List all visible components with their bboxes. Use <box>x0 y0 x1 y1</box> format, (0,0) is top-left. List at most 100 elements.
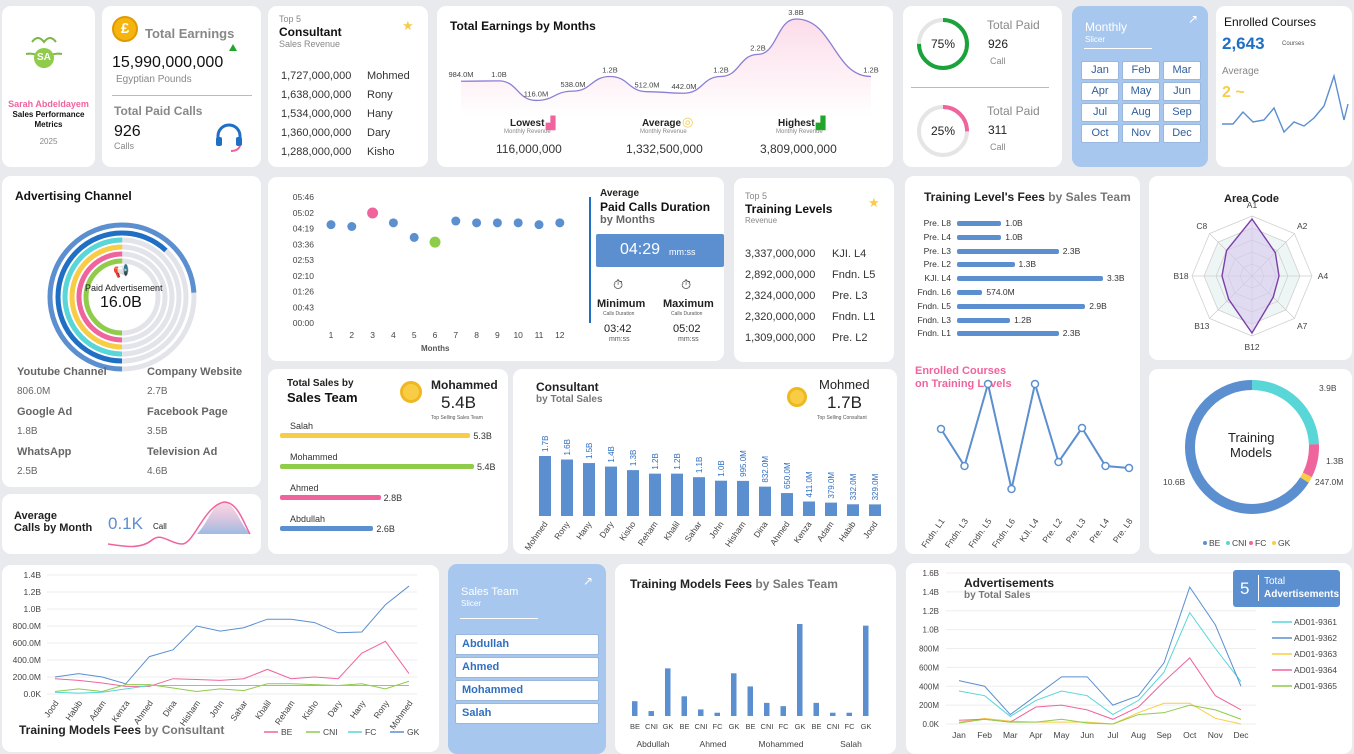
month-button-apr[interactable]: Apr <box>1081 82 1119 101</box>
enrolled-levels-point <box>1101 461 1110 471</box>
channel-name: Google Ad <box>17 406 73 418</box>
x-tick-label: Sahar <box>682 519 703 543</box>
avg-calls-sparkline <box>107 501 251 548</box>
enrolled-unit: Courses <box>1282 41 1305 47</box>
sales-team-bar <box>280 495 381 500</box>
consultant-bar <box>693 477 705 516</box>
top-consultant-top: Top 5 <box>279 14 302 24</box>
x-tick-label: Pre. L8 <box>1111 516 1135 544</box>
sales-team-top-name: Mohammed <box>431 378 498 392</box>
consultant-bar-label: 1.6B <box>563 439 572 455</box>
expand-icon[interactable]: ↗ <box>583 574 594 588</box>
channel-value: 806.0M <box>17 386 51 397</box>
fees-level-label: 574.0M <box>986 287 1015 297</box>
ads-count-box <box>1233 570 1340 607</box>
consultant-bar-label: 1.4B <box>607 446 616 462</box>
fees-consultant-card: 1.4B 1.2B 1.0B 800.0M 600.0M 400.0M 200.0M 0.0K… <box>2 565 439 752</box>
top-consultant-name: Mohmed <box>367 70 410 82</box>
training-levels-title: Training Levels <box>745 202 833 216</box>
month-button-jun[interactable]: Jun <box>1163 82 1201 101</box>
month-button-oct[interactable]: Oct <box>1081 124 1119 143</box>
team-slicer-title: Sales Team <box>461 586 519 598</box>
area-code-card: Area Code A1 A2 A4 A7 B12 B13 B18 C8 <box>1149 176 1352 360</box>
team-button-abdullah[interactable]: Abdullah <box>455 634 599 655</box>
radar-axis-label: A1 <box>1247 200 1258 210</box>
duration-point <box>347 221 357 231</box>
legend-label: CNI <box>1232 538 1247 548</box>
months-data-label: 1.2B <box>863 65 878 74</box>
consultant-top-sub: Top Selling Consultant <box>817 415 867 421</box>
y-tick-label: 1.0B <box>923 626 939 635</box>
month-button-jan[interactable]: Jan <box>1081 61 1119 80</box>
team-button-ahmed[interactable]: Ahmed <box>455 657 599 678</box>
legend-label: FC <box>365 727 376 737</box>
legend-label: AD01-9363 <box>1294 649 1337 659</box>
months-data-label: 116.0M <box>524 89 548 98</box>
month-button-jul[interactable]: Jul <box>1081 103 1119 122</box>
highest-chart-icon: ▟ <box>816 116 826 130</box>
month-button-dec[interactable]: Dec <box>1163 124 1201 143</box>
team-button-mohammed[interactable]: Mohammed <box>455 680 599 701</box>
avg-duration-unit: mm:ss <box>669 247 696 257</box>
models-fees-title-suffix: by Sales Team <box>755 577 838 591</box>
x-tick-label: GK <box>795 722 806 731</box>
enrolled-levels-point <box>1054 457 1063 467</box>
x-tick-label: John <box>207 698 226 719</box>
x-tick-label: Hany <box>348 698 368 721</box>
month-button-nov[interactable]: Nov <box>1122 124 1160 143</box>
channel-name: Television Ad <box>147 446 218 458</box>
month-button-sep[interactable]: Sep <box>1163 103 1201 122</box>
expand-icon[interactable]: ↗ <box>1188 12 1199 26</box>
x-tick-label: Pre. L4 <box>1087 516 1111 544</box>
month-button-feb[interactable]: Feb <box>1122 61 1160 80</box>
y-tick-label: 400.0M <box>13 655 41 665</box>
fees-consultant-title-suffix: by Consultant <box>144 723 225 737</box>
enrolled-value: 2,643 <box>1222 34 1265 53</box>
legend-label: GK <box>407 727 420 737</box>
fees-level-bar <box>957 221 1002 226</box>
sales-team-name: Abdullah <box>290 514 326 524</box>
month-button-aug[interactable]: Aug <box>1122 103 1160 122</box>
highest-value: 3,809,000,000 <box>760 142 837 156</box>
avg-calls-title2: Calls by Month <box>14 522 93 534</box>
duration-point <box>429 236 441 248</box>
min-value: 03:42 <box>604 323 632 335</box>
training-level-value: 1,309,000,000 <box>745 332 816 344</box>
x-tick-label: Dary <box>325 698 344 719</box>
legend-dot <box>1249 541 1253 545</box>
max-unit: mm:ss <box>678 336 699 343</box>
advertising-card: Advertising Channel 📢 Paid Advertisement… <box>2 176 261 487</box>
y-tick-label: 05:46 <box>293 192 315 202</box>
month-button-mar[interactable]: Mar <box>1163 61 1201 80</box>
enrolled-sparkline <box>1222 73 1349 134</box>
consultant-bar <box>671 473 683 516</box>
y-tick-label: 00:00 <box>293 318 315 328</box>
y-tick-label: 200.0M <box>13 672 41 682</box>
duration-point <box>326 220 336 230</box>
legend-label: FC <box>1255 538 1266 548</box>
target-icon: ◎ <box>682 114 694 129</box>
months-data-label: 442.0M <box>671 82 696 91</box>
adv-center-value: 16.0B <box>100 294 142 311</box>
profile-card: SA Sarah Abdeldayem Sales Performance Me… <box>2 6 95 167</box>
radar-axis-label: A2 <box>1297 221 1308 231</box>
star-icon: ★ <box>868 195 880 210</box>
paid-value2: 311 <box>988 123 1008 137</box>
profile-subtitle: Sales Performance Metrics <box>12 110 85 129</box>
legend-label: AD01-9364 <box>1294 665 1337 675</box>
y-tick-label: 02:10 <box>293 271 315 281</box>
consultant-bar-label: 650.0M <box>783 462 792 489</box>
consultant-bar-label: 1.0B <box>717 460 726 476</box>
x-tick-label: Reham <box>273 698 297 726</box>
fees-level-title-main: Training Level's Fees <box>924 190 1045 204</box>
y-tick-label: 02:53 <box>293 255 315 265</box>
ads-count-label2: Advertisements <box>1264 589 1340 600</box>
team-button-salah[interactable]: Salah <box>455 703 599 724</box>
logo-initials: SA <box>37 52 51 63</box>
paid-title1: Total Paid <box>987 18 1040 32</box>
duration-point <box>555 218 565 228</box>
month-button-may[interactable]: May <box>1122 82 1160 101</box>
sales-team-name: Mohammed <box>290 452 338 462</box>
ads-series-line <box>958 586 1242 716</box>
ring-value <box>76 251 168 343</box>
